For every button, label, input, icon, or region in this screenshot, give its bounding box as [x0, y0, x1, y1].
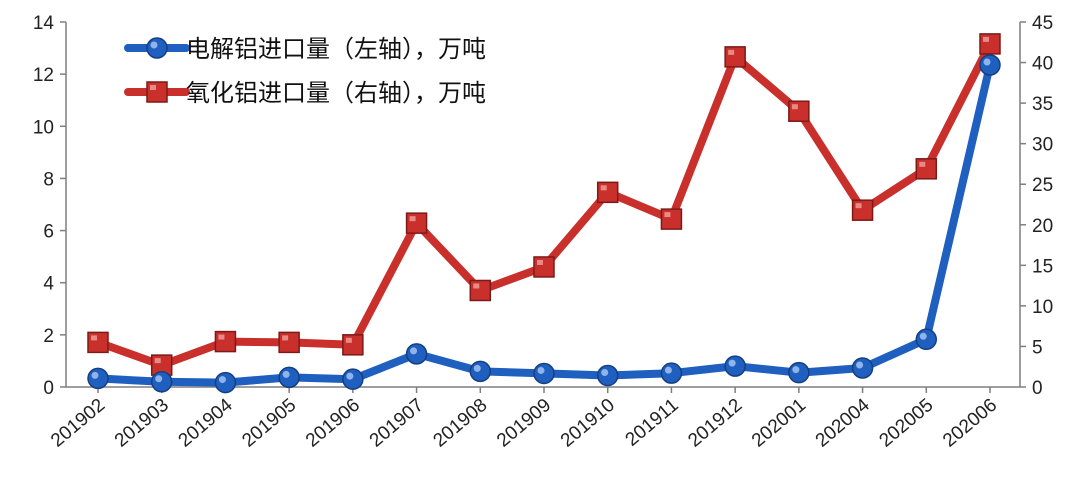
- y-right-tick-label: 25: [1032, 175, 1053, 196]
- data-point-highlight: [983, 36, 989, 42]
- y-right-tick-label: 0: [1032, 378, 1043, 399]
- data-point-highlight: [855, 203, 862, 209]
- data-point-highlight: [282, 370, 290, 378]
- data-point-electrolytic-aluminum: [405, 343, 428, 365]
- data-point-electrolytic-aluminum: [533, 362, 555, 385]
- data-point-highlight: [601, 369, 609, 377]
- data-point-highlight: [410, 347, 418, 355]
- x-tick-label: 201912: [684, 395, 746, 452]
- data-point-highlight: [791, 104, 798, 110]
- data-point-highlight: [218, 376, 226, 384]
- data-point-highlight: [155, 375, 163, 383]
- y-right-tick-label: 15: [1032, 256, 1053, 277]
- data-point-highlight: [856, 361, 864, 369]
- y-right-tick-label: 45: [1032, 13, 1053, 34]
- y-left-tick-label: 12: [33, 65, 54, 86]
- y-right-tick-label: 5: [1032, 337, 1043, 358]
- data-point-highlight: [537, 366, 545, 374]
- legend-marker-circle: [146, 37, 168, 59]
- y-right-tick-label: 20: [1032, 216, 1053, 237]
- data-point-highlight: [792, 366, 800, 374]
- x-tick-label: 201911: [622, 395, 683, 451]
- data-point-highlight: [537, 259, 543, 265]
- data-point-electrolytic-aluminum: [87, 367, 109, 390]
- legend-label: 氧化铝进口量（右轴），万吨: [186, 79, 486, 107]
- data-point-highlight: [345, 337, 352, 343]
- data-point-highlight: [983, 58, 991, 66]
- y-left-tick-label: 2: [43, 326, 54, 347]
- data-point-electrolytic-aluminum: [724, 355, 746, 377]
- x-tick-label: 201907: [366, 395, 428, 452]
- data-point-electrolytic-aluminum: [214, 371, 237, 394]
- x-tick-label: 201905: [238, 395, 300, 452]
- data-point-electrolytic-aluminum: [851, 357, 874, 379]
- y-left-tick-label: 4: [43, 274, 54, 295]
- y-right-tick-label: 35: [1032, 94, 1053, 115]
- data-point-electrolytic-aluminum: [150, 371, 173, 393]
- data-point-electrolytic-aluminum: [915, 328, 938, 351]
- data-point-highlight: [282, 335, 289, 341]
- data-point-electrolytic-aluminum: [278, 366, 300, 389]
- data-point-highlight: [473, 283, 480, 289]
- data-point-highlight: [91, 335, 97, 341]
- x-tick-label: 201906: [302, 395, 364, 452]
- x-tick-label: 201910: [557, 395, 619, 452]
- y-right-tick-label: 30: [1032, 135, 1053, 156]
- x-tick-label: 202001: [748, 395, 810, 452]
- data-point-highlight: [346, 372, 354, 380]
- x-tick-label: 202005: [875, 395, 937, 452]
- data-point-electrolytic-aluminum: [979, 54, 1001, 76]
- legend-marker-highlight: [150, 41, 158, 49]
- x-tick-label: 201903: [111, 395, 173, 452]
- x-tick-label: 201909: [493, 395, 555, 452]
- data-point-electrolytic-aluminum: [660, 362, 683, 384]
- data-point-highlight: [473, 364, 481, 372]
- data-point-highlight: [728, 359, 736, 367]
- x-tick-label: 202004: [812, 394, 874, 451]
- x-tick-label: 202006: [939, 395, 1001, 452]
- y-left-tick-label: 8: [43, 169, 54, 190]
- y-right-tick-label: 40: [1032, 54, 1053, 75]
- data-point-highlight: [919, 161, 926, 167]
- data-point-highlight: [728, 49, 735, 55]
- data-point-highlight: [218, 334, 225, 340]
- series-layer: [87, 33, 1001, 394]
- y-left-tick-label: 6: [43, 222, 54, 243]
- data-point-highlight: [664, 212, 671, 218]
- y-left-tick-label: 10: [33, 117, 54, 138]
- data-point-highlight: [919, 332, 927, 340]
- x-tick-label: 201904: [175, 394, 237, 451]
- y-left-tick-label: 14: [33, 13, 55, 34]
- x-tick-label: 201902: [47, 395, 109, 452]
- legend-label: 电解铝进口量（左轴），万吨: [186, 35, 486, 63]
- x-tick-label: 201908: [429, 395, 491, 452]
- data-point-highlight: [664, 366, 672, 374]
- data-point-electrolytic-aluminum: [469, 360, 492, 383]
- data-point-electrolytic-aluminum: [788, 361, 810, 384]
- data-point-highlight: [154, 358, 161, 364]
- legend-marker-highlight: [150, 85, 156, 90]
- data-point-electrolytic-aluminum: [342, 368, 364, 390]
- y-right-tick-label: 10: [1032, 297, 1053, 318]
- y-left-tick-label: 0: [43, 378, 54, 399]
- data-point-highlight: [600, 185, 607, 191]
- data-point-electrolytic-aluminum: [596, 364, 619, 387]
- data-point-highlight: [409, 216, 416, 222]
- data-point-highlight: [91, 371, 99, 379]
